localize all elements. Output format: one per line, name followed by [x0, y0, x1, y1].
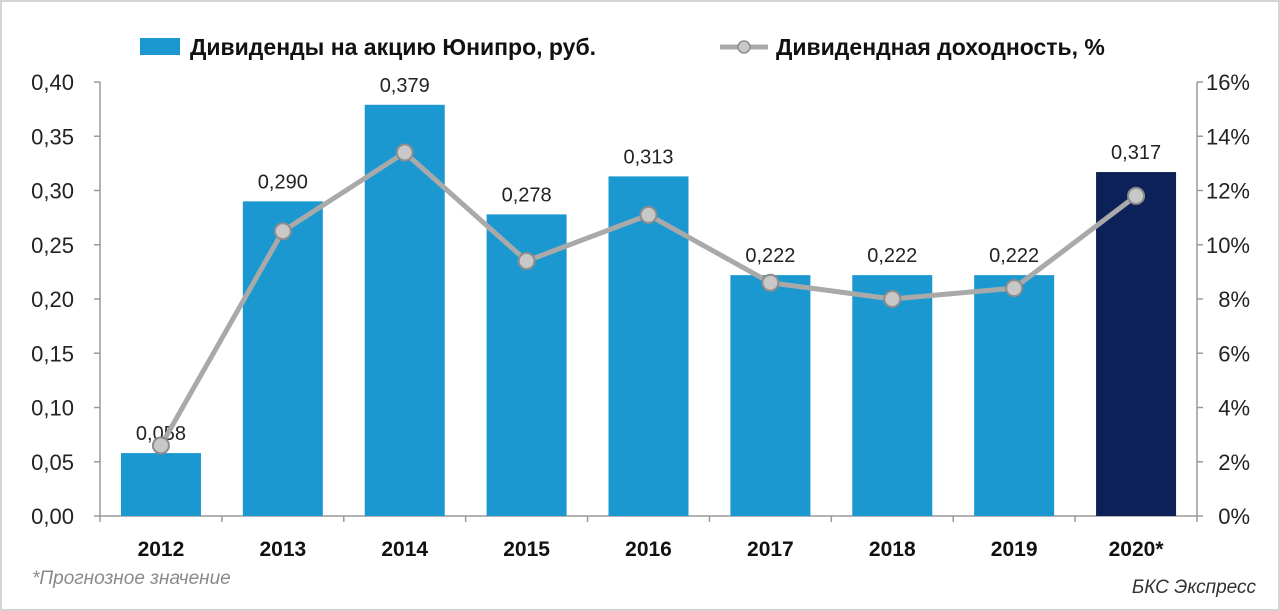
category-label: 2016 [625, 538, 672, 561]
left-tick-label: 0,35 [31, 124, 74, 149]
line-series [151, 143, 1146, 455]
yield-point-2012 [151, 436, 170, 455]
left-tick-label: 0,10 [31, 396, 74, 421]
category-label: 2018 [869, 538, 916, 561]
yield-point-2019 [1005, 279, 1024, 298]
left-tick-label: 0,05 [31, 450, 74, 475]
bar-series [120, 104, 1177, 516]
left-tick-label: 0,40 [31, 70, 74, 95]
category-label: 2014 [381, 538, 428, 561]
left-tick-label: 0,25 [31, 233, 74, 258]
legend-label-dividends: Дивиденды на акцию Юнипро, руб. [190, 34, 596, 60]
right-tick-label: 2% [1218, 450, 1250, 475]
left-tick-label: 0,30 [31, 179, 74, 204]
right-tick-label: 0% [1218, 504, 1250, 529]
yield-point-2013 [273, 222, 292, 241]
right-tick-label: 16% [1206, 70, 1250, 95]
right-tick-label: 12% [1206, 179, 1250, 204]
right-tick-label: 8% [1218, 287, 1250, 312]
legend-swatch-dividends [140, 38, 180, 55]
axes: 0,00 0,05 0,10 0,15 0,20 0,25 0,30 0,35 0,40 0% 2%… [31, 70, 1250, 529]
yield-point-2018 [883, 290, 902, 308]
category-labels: 2012 2013 2014 2015 2016 2017 2018 2019 2020* [138, 538, 1165, 561]
yield-point-2014 [395, 143, 414, 162]
bar-data-labels: 0,058 0,290 0,379 0,278 0,313 0,222 0,222 0,222… [136, 75, 1161, 445]
category-label: 2015 [503, 538, 550, 561]
yield-point-2015 [517, 252, 536, 271]
bar-2019 [974, 275, 1055, 516]
category-label: 2020* [1109, 538, 1165, 561]
category-label: 2013 [259, 538, 306, 561]
legend-marker-yield [737, 40, 751, 54]
bar-value-label: 0,222 [989, 245, 1039, 267]
bar-value-label: 0,379 [380, 75, 430, 97]
bar-value-label: 0,313 [623, 146, 673, 168]
category-label: 2019 [991, 538, 1038, 561]
bar-2012 [120, 453, 201, 516]
left-tick-label: 0,00 [31, 504, 74, 529]
bar-value-label: 0,278 [502, 184, 552, 206]
right-tick-label: 6% [1218, 341, 1250, 366]
bar-value-label: 0,290 [258, 171, 308, 193]
legend: Дивиденды на акцию Юнипро, руб. Дивидендн… [140, 34, 1105, 60]
source-credit: БКС Экспресс [1131, 577, 1256, 598]
bar-2020* [1096, 172, 1177, 516]
bar-value-label: 0,222 [745, 245, 795, 267]
yield-point-2016 [639, 205, 658, 224]
bar-value-label: 0,222 [867, 245, 917, 267]
bar-value-label: 0,058 [136, 423, 186, 445]
footnote: *Прогнозное значение [32, 568, 231, 589]
bar-2018 [852, 275, 933, 516]
left-tick-label: 0,15 [31, 341, 74, 366]
right-tick-label: 14% [1206, 124, 1250, 149]
yield-point-2020* [1127, 186, 1146, 205]
legend-label-yield: Дивидендная доходность, % [776, 34, 1105, 60]
bar-2016 [608, 176, 689, 516]
category-label: 2012 [138, 538, 185, 561]
bar-2014 [364, 104, 445, 516]
right-tick-label: 10% [1206, 233, 1250, 258]
bar-2017 [730, 275, 811, 516]
left-tick-label: 0,20 [31, 287, 74, 312]
right-tick-label: 4% [1218, 396, 1250, 421]
bar-value-label: 0,317 [1111, 142, 1161, 164]
yield-point-2017 [761, 273, 780, 292]
bar-2013 [242, 201, 323, 516]
category-label: 2017 [747, 538, 794, 561]
